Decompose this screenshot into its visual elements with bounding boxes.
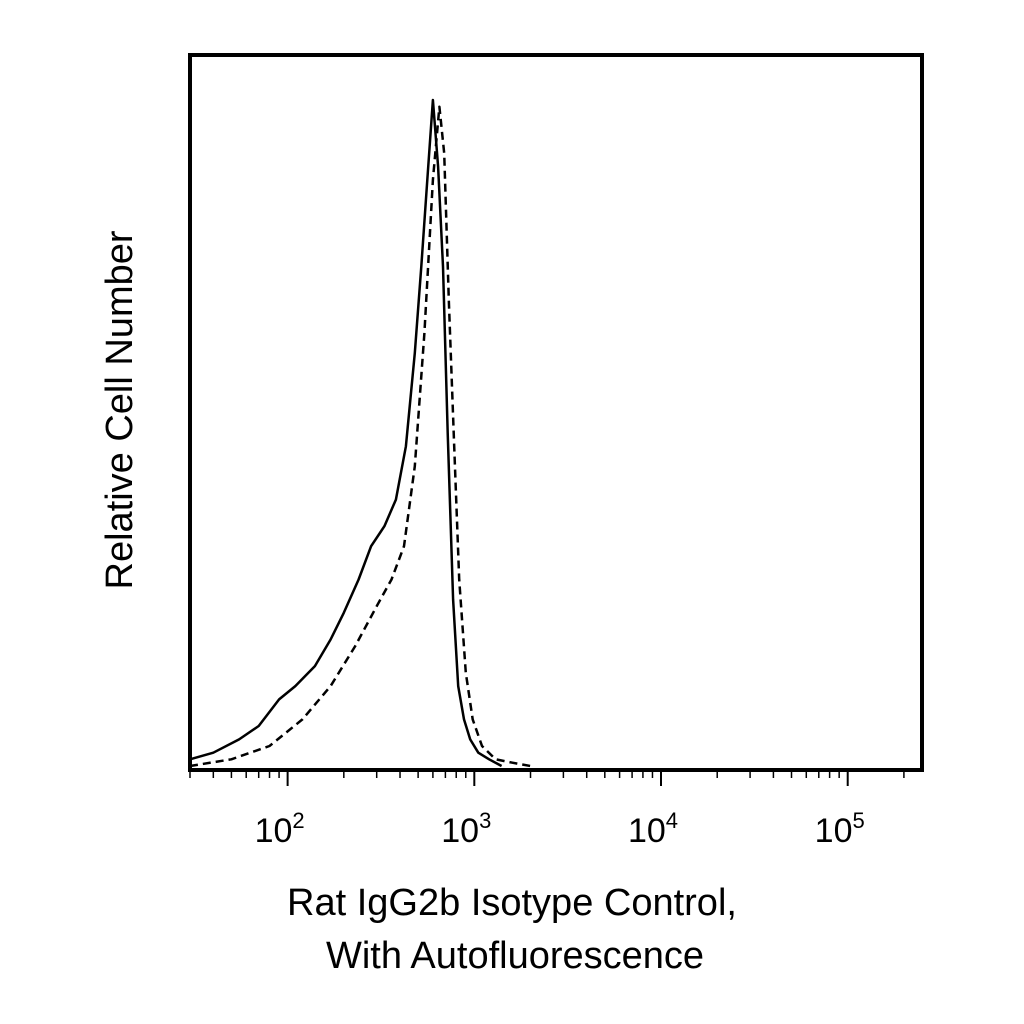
x-major-ticks	[286, 770, 849, 786]
y-axis-label: Relative Cell Number	[99, 230, 141, 589]
x-tick-label: 102	[255, 808, 305, 850]
x-axis-label-line-2: With Autofluorescence	[326, 935, 704, 977]
x-minor-ticks	[189, 770, 905, 778]
x-tick-label: 105	[815, 808, 865, 850]
x-tick-labels: 102 103 104 105	[255, 808, 865, 850]
series-line-dashed	[189, 105, 531, 768]
series-lines	[189, 98, 531, 768]
series-line-solid	[189, 98, 503, 768]
plot-frame	[188, 53, 924, 772]
x-axis-label-line-1: Rat IgG2b Isotype Control,	[287, 882, 737, 924]
x-tick-label: 104	[628, 808, 678, 850]
x-tick-label: 103	[441, 808, 491, 850]
